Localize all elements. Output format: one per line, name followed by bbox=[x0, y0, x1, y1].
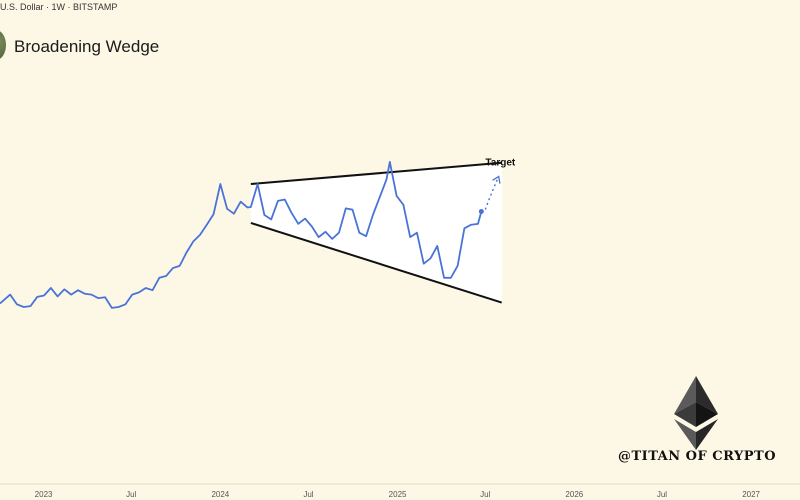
watermark-text: @TITAN OF CRYPTO bbox=[617, 449, 777, 464]
chart-title: Broadening Wedge bbox=[14, 37, 160, 56]
x-tick-label: Jul bbox=[303, 490, 313, 499]
x-tick-label: Jul bbox=[657, 490, 667, 499]
target-label: Target bbox=[485, 157, 515, 168]
x-axis: 2023 Jul 2024 Jul 2025 Jul 2026 Jul 2027 bbox=[35, 490, 761, 499]
x-tick-label: 2023 bbox=[35, 490, 53, 499]
x-tick-label: 2024 bbox=[211, 490, 229, 499]
last-price-point bbox=[478, 208, 484, 214]
x-tick-label: 2026 bbox=[565, 490, 583, 499]
upper-trendline bbox=[250, 161, 502, 186]
price-series-line bbox=[0, 161, 483, 309]
lower-trendline bbox=[250, 222, 502, 304]
ethereum-logo-icon bbox=[674, 376, 718, 450]
x-tick-label: Jul bbox=[126, 490, 136, 499]
target-arrow bbox=[484, 175, 501, 210]
wedge-fill-area bbox=[250, 162, 502, 303]
x-tick-label: 2025 bbox=[389, 490, 407, 499]
symbol-avatar bbox=[0, 30, 6, 60]
x-tick-label: 2027 bbox=[742, 490, 760, 499]
x-tick-label: Jul bbox=[480, 490, 490, 499]
symbol-info: U.S. Dollar · 1W · BITSTAMP bbox=[0, 2, 118, 12]
